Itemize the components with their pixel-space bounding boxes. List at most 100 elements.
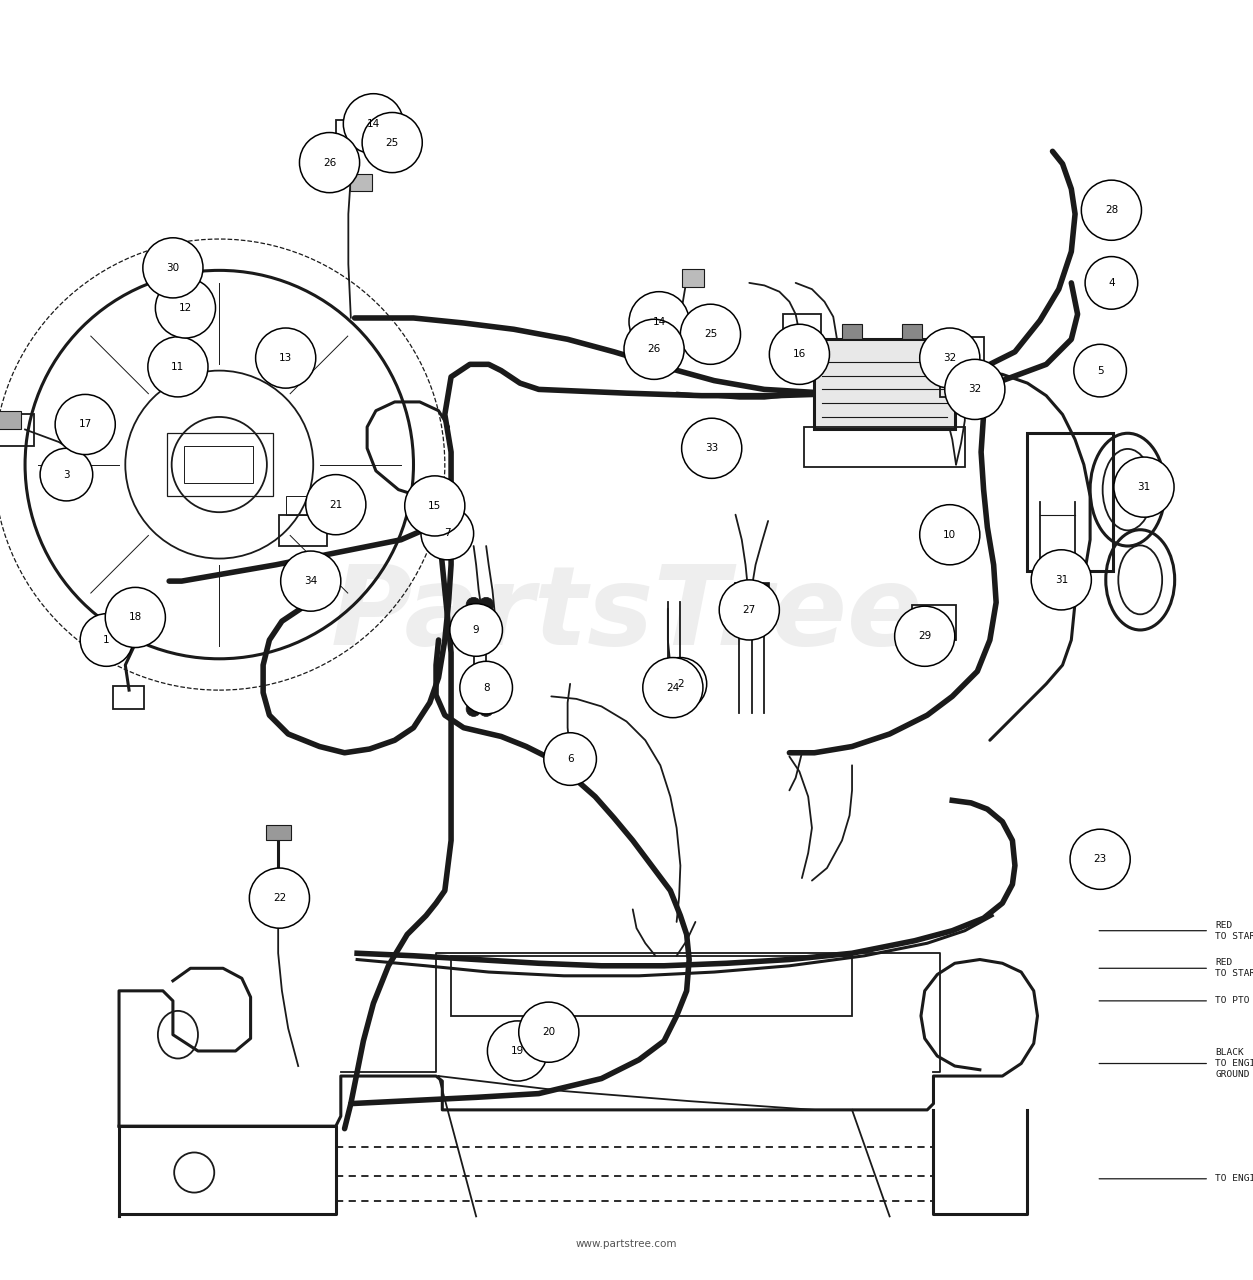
Circle shape <box>466 701 481 717</box>
Bar <box>933 337 984 365</box>
Text: 26: 26 <box>648 344 660 355</box>
Text: RED
TO STARTER: RED TO STARTER <box>1215 959 1253 978</box>
Text: RED
TO STARTER: RED TO STARTER <box>1215 920 1253 941</box>
Text: 31: 31 <box>1055 575 1068 585</box>
Text: 25: 25 <box>704 329 717 339</box>
Circle shape <box>519 1002 579 1062</box>
Circle shape <box>479 598 494 612</box>
Circle shape <box>40 448 93 500</box>
Circle shape <box>362 113 422 173</box>
Circle shape <box>682 419 742 479</box>
Text: 20: 20 <box>543 1027 555 1037</box>
Circle shape <box>306 475 366 535</box>
Text: 22: 22 <box>273 893 286 904</box>
Circle shape <box>544 732 596 786</box>
Bar <box>350 174 372 192</box>
Text: 10: 10 <box>944 530 956 540</box>
Bar <box>783 314 821 337</box>
Bar <box>682 269 704 287</box>
Text: 7: 7 <box>444 529 451 539</box>
Circle shape <box>945 360 1005 420</box>
Text: 12: 12 <box>179 303 192 312</box>
Text: 14: 14 <box>653 316 665 326</box>
Bar <box>451 956 852 1016</box>
Circle shape <box>249 868 309 928</box>
Circle shape <box>654 658 707 710</box>
Circle shape <box>769 324 829 384</box>
Circle shape <box>1081 180 1141 241</box>
Bar <box>426 495 454 515</box>
Text: 1: 1 <box>103 635 110 645</box>
Circle shape <box>629 292 689 352</box>
Circle shape <box>920 328 980 388</box>
Circle shape <box>1114 457 1174 517</box>
Text: 16: 16 <box>793 349 806 360</box>
Circle shape <box>143 238 203 298</box>
Bar <box>912 605 956 640</box>
Text: TO ENGINE: TO ENGINE <box>1215 1174 1253 1183</box>
Circle shape <box>1070 829 1130 890</box>
Bar <box>279 515 327 547</box>
Bar <box>670 316 702 342</box>
Circle shape <box>441 511 461 531</box>
Circle shape <box>479 701 494 717</box>
Circle shape <box>155 278 216 338</box>
Circle shape <box>55 394 115 454</box>
Text: 26: 26 <box>323 157 336 168</box>
Bar <box>0 411 21 430</box>
Text: 24: 24 <box>667 682 679 692</box>
Circle shape <box>680 305 741 365</box>
Bar <box>336 120 367 145</box>
Bar <box>747 582 757 590</box>
Bar <box>0 415 34 445</box>
Bar <box>699 439 734 462</box>
Circle shape <box>460 662 512 714</box>
Bar <box>266 826 291 841</box>
Text: www.partstree.com: www.partstree.com <box>575 1239 678 1249</box>
Text: 23: 23 <box>1094 854 1106 864</box>
Text: 11: 11 <box>172 362 184 372</box>
Circle shape <box>1031 550 1091 611</box>
Text: 30: 30 <box>167 262 179 273</box>
Bar <box>804 428 965 467</box>
Circle shape <box>281 550 341 611</box>
Text: 17: 17 <box>79 420 91 430</box>
Text: PartsTree: PartsTree <box>331 562 922 668</box>
Text: 13: 13 <box>279 353 292 364</box>
Circle shape <box>466 598 481 612</box>
Bar <box>759 582 769 590</box>
Bar <box>286 495 321 515</box>
Circle shape <box>487 1021 548 1082</box>
Bar <box>940 370 977 397</box>
Text: TO PTO: TO PTO <box>1215 996 1250 1005</box>
Circle shape <box>343 93 403 154</box>
Text: 4: 4 <box>1108 278 1115 288</box>
Text: 19: 19 <box>511 1046 524 1056</box>
Text: 2: 2 <box>677 678 684 689</box>
Circle shape <box>105 588 165 648</box>
Text: 3: 3 <box>63 470 70 480</box>
Text: 32: 32 <box>944 353 956 364</box>
Bar <box>814 339 955 430</box>
Text: 33: 33 <box>705 443 718 453</box>
Circle shape <box>148 337 208 397</box>
Text: 9: 9 <box>472 625 480 635</box>
Text: 8: 8 <box>482 682 490 692</box>
Circle shape <box>299 133 360 193</box>
Circle shape <box>920 504 980 564</box>
Bar <box>167 433 273 495</box>
Text: 6: 6 <box>566 754 574 764</box>
Text: 31: 31 <box>1138 483 1150 492</box>
Circle shape <box>895 607 955 667</box>
Bar <box>184 445 253 484</box>
Circle shape <box>624 319 684 379</box>
Bar <box>842 324 862 339</box>
Circle shape <box>643 658 703 718</box>
Bar <box>902 324 922 339</box>
Text: BLACK
TO ENGINE
GROUND: BLACK TO ENGINE GROUND <box>1215 1048 1253 1079</box>
Text: 34: 34 <box>304 576 317 586</box>
Circle shape <box>719 580 779 640</box>
Text: 29: 29 <box>918 631 931 641</box>
Text: 18: 18 <box>129 612 142 622</box>
Text: 27: 27 <box>743 605 756 614</box>
